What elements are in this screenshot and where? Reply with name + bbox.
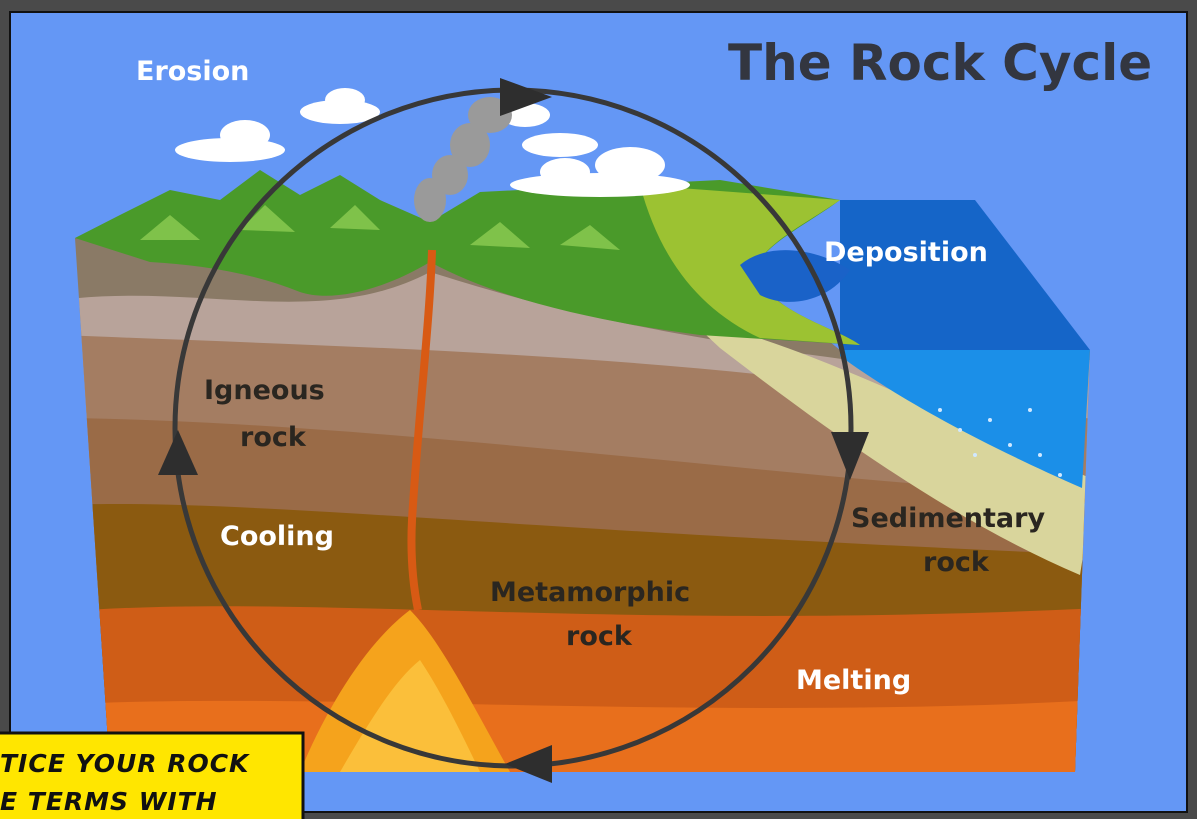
shape	[1058, 473, 1062, 477]
erosion-label: Erosion	[136, 56, 249, 87]
igneous-label: rock	[240, 422, 307, 453]
title: The Rock Cycle	[728, 34, 1152, 92]
caption-line: TICE YOUR ROCK	[0, 749, 250, 778]
shape	[973, 453, 977, 457]
metamorphic-label: Metamorphic	[490, 577, 690, 608]
sedimentary-label: Sedimentary	[851, 503, 1045, 534]
shape	[540, 158, 590, 186]
shape	[1028, 408, 1032, 412]
metamorphic-label: rock	[566, 621, 633, 652]
shape	[325, 88, 365, 112]
shape	[510, 173, 690, 197]
cooling-label: Cooling	[220, 521, 334, 552]
shape	[938, 408, 942, 412]
caption-box: TICE YOUR ROCK E TERMS WITH	[0, 733, 303, 819]
caption-line: E TERMS WITH	[0, 787, 218, 816]
page: {"title": "The Rock Cycle", "labels": {"…	[0, 0, 1197, 819]
shape	[595, 147, 665, 183]
shape	[958, 428, 962, 432]
shape	[1038, 453, 1042, 457]
rock-cycle-diagram: The Rock Cycle Erosion Deposition Igneou…	[0, 0, 1197, 819]
sedimentary-label: rock	[923, 547, 990, 578]
deposition-label: Deposition	[824, 237, 988, 268]
igneous-label: Igneous	[204, 375, 325, 406]
shape	[988, 418, 992, 422]
shape	[522, 133, 598, 157]
melting-label: Melting	[796, 665, 911, 696]
shape	[1008, 443, 1012, 447]
shape	[220, 120, 270, 150]
